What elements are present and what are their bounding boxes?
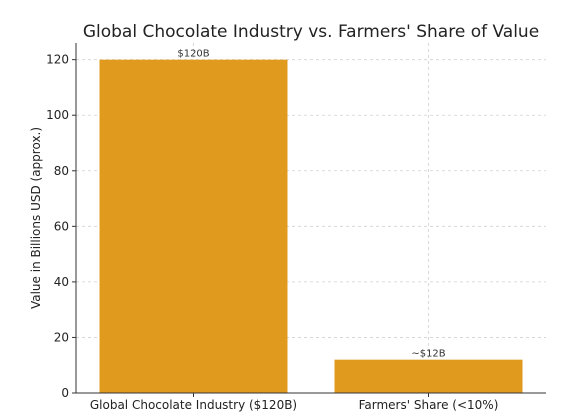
bar-value-label: $120B — [177, 49, 209, 60]
bar-value-label: ~$12B — [411, 349, 445, 360]
chart-title: Global Chocolate Industry vs. Farmers' S… — [83, 22, 539, 42]
y-tick-label: 80 — [54, 164, 69, 178]
y-tick-label: 100 — [46, 108, 69, 122]
bar-value-labels: $120B ~$12B — [177, 49, 445, 360]
y-tick-label: 40 — [54, 275, 69, 289]
y-ticks: 0 20 40 60 80 100 120 — [46, 53, 76, 400]
x-ticks: Global Chocolate Industry ($120B) Farmers… — [90, 393, 499, 412]
y-tick-label: 20 — [54, 330, 69, 344]
x-tick-label: Global Chocolate Industry ($120B) — [90, 398, 297, 412]
bar — [99, 59, 288, 394]
y-tick-label: 120 — [46, 53, 69, 67]
y-axis-label: Value in Billions USD (approx.) — [29, 127, 43, 309]
x-tick-label: Farmers' Share (<10%) — [359, 398, 499, 412]
bars — [99, 59, 523, 394]
axes — [75, 43, 546, 394]
y-tick-label: 0 — [61, 386, 69, 400]
bar — [334, 359, 523, 393]
y-tick-label: 60 — [54, 219, 69, 233]
